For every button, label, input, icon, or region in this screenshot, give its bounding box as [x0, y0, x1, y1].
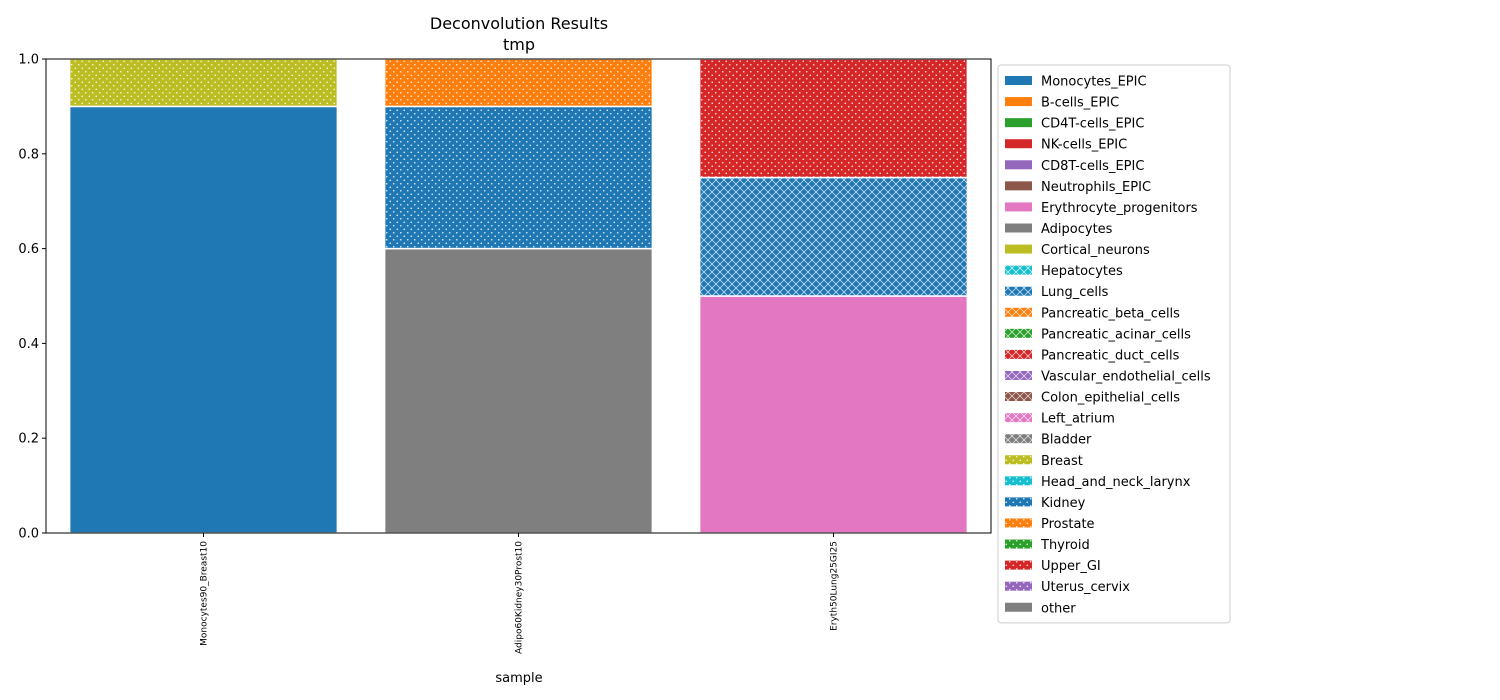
legend-swatch — [1005, 307, 1032, 317]
legend: Monocytes_EPIC B-cells_EPIC CD4T-cells_EPI… — [997, 64, 1231, 624]
legend-label: Breast — [1041, 454, 1083, 469]
x-tick-label: Eryth50Lung25GI25 — [830, 541, 840, 631]
legend-label: CD8T-cells_EPIC — [1041, 159, 1144, 174]
y-tick-label: 0.8 — [18, 147, 39, 162]
x-tick-label: Monocytes90_Breast10 — [200, 541, 210, 646]
legend-frame — [997, 64, 1231, 624]
legend-label: Prostate — [1041, 517, 1095, 532]
bar-segment-breast-1 — [68, 58, 339, 108]
bar-segment-erythrocyte-progenitors-3 — [698, 295, 969, 534]
legend-swatch — [1005, 349, 1032, 359]
legend-swatch — [1005, 160, 1032, 170]
legend-label: Erythrocyte_progenitors — [1041, 201, 1198, 216]
legend-label: Pancreatic_duct_cells — [1041, 348, 1180, 363]
bar-segment-prostate-2 — [383, 58, 654, 108]
legend-swatch — [1005, 560, 1032, 570]
legend-swatch — [1005, 413, 1032, 423]
legend-label: other — [1041, 601, 1076, 616]
x-axis-label: sample — [495, 671, 542, 686]
legend-label: Kidney — [1041, 496, 1086, 511]
legend-label: B-cells_EPIC — [1041, 96, 1119, 111]
legend-swatch — [1005, 328, 1032, 338]
legend-label: NK-cells_EPIC — [1041, 138, 1127, 153]
legend-swatch — [1005, 497, 1032, 507]
y-tick-label: 0.2 — [18, 432, 39, 447]
legend-label: Head_and_neck_larynx — [1041, 475, 1191, 490]
y-tick-label: 0.0 — [18, 527, 39, 542]
legend-swatch — [1005, 139, 1032, 149]
bar-segment-adipocytes-2 — [383, 247, 654, 534]
legend-swatch — [1005, 286, 1032, 296]
legend-swatch — [1005, 539, 1032, 549]
y-tick-label: 1.0 — [18, 53, 39, 68]
legend-swatch — [1005, 455, 1032, 465]
legend-label: Colon_epithelial_cells — [1041, 391, 1180, 406]
legend-label: Vascular_endothelial_cells — [1041, 369, 1211, 384]
legend-swatch — [1005, 434, 1032, 444]
legend-swatch — [1005, 602, 1032, 612]
bars-layer — [68, 58, 969, 534]
legend-swatch — [1005, 265, 1032, 275]
bar-segment-kidney-2 — [383, 105, 654, 250]
legend-label: Bladder — [1041, 433, 1092, 448]
y-tick-label: 0.6 — [18, 242, 39, 257]
legend-swatch — [1005, 223, 1032, 233]
legend-swatch — [1005, 476, 1032, 486]
legend-swatch — [1005, 76, 1032, 85]
legend-label: Upper_GI — [1041, 559, 1101, 574]
legend-label: Monocytes_EPIC — [1041, 75, 1147, 90]
legend-label: Left_atrium — [1041, 412, 1115, 427]
legend-swatch — [1005, 518, 1032, 528]
chart-subtitle: tmp — [503, 35, 535, 54]
legend-swatch — [1005, 181, 1032, 191]
legend-swatch — [1005, 392, 1032, 402]
bar-segment-lung-cells-3 — [698, 176, 969, 297]
legend-label: Uterus_cervix — [1041, 580, 1130, 595]
legend-label: CD4T-cells_EPIC — [1041, 117, 1144, 132]
legend-swatch — [1005, 202, 1032, 212]
bar-segment-monocytes-epic-1 — [68, 105, 339, 534]
chart-title: Deconvolution Results — [430, 14, 608, 33]
y-tick-label: 0.4 — [18, 337, 39, 352]
x-axis: Monocytes90_Breast10 Adipo60Kidney30Prost… — [200, 533, 840, 654]
legend-label: Thyroid — [1040, 538, 1090, 553]
y-axis: 0.0 0.2 0.4 0.6 0.8 1.0 — [18, 53, 46, 542]
legend-label: Pancreatic_beta_cells — [1041, 306, 1180, 321]
legend-label: Adipocytes — [1041, 222, 1113, 237]
legend-swatch — [1005, 370, 1032, 380]
legend-label: Lung_cells — [1041, 285, 1109, 300]
legend-label: Pancreatic_acinar_cells — [1041, 327, 1191, 342]
legend-label: Hepatocytes — [1041, 264, 1123, 279]
bar-segment-upper-gi-3 — [698, 58, 969, 179]
legend-swatch — [1005, 97, 1032, 107]
legend-swatch — [1005, 244, 1032, 254]
legend-swatch — [1005, 118, 1032, 128]
legend-label: Neutrophils_EPIC — [1041, 180, 1151, 195]
legend-swatch — [1005, 581, 1032, 591]
x-tick-label: Adipo60Kidney30Prost10 — [515, 541, 525, 654]
legend-label: Cortical_neurons — [1041, 243, 1150, 258]
